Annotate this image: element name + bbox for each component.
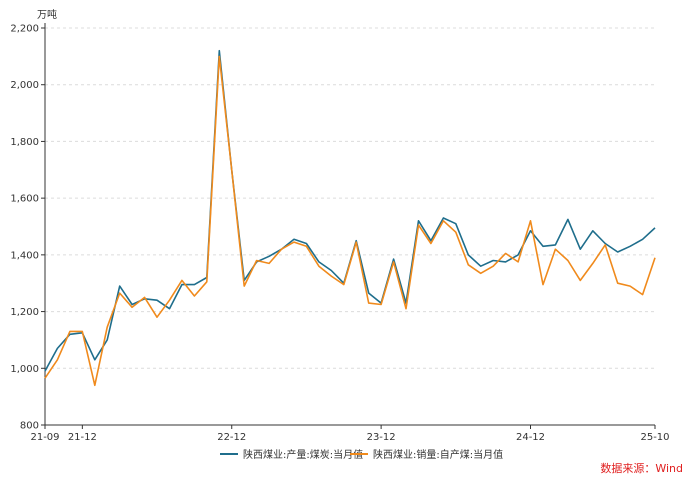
x-tick-label: 22-12 — [217, 432, 246, 443]
x-tick-label: 24-12 — [516, 432, 545, 443]
legend-label-sales: 陕西煤业:销量:自产煤:当月值 — [373, 448, 503, 461]
y-axis: 800 1,000 1,200 1,400 1,600 1,800 2,000 2,200 — [10, 23, 46, 432]
legend-item-production[interactable]: 陕西煤业:产量:煤炭:当月值 — [220, 448, 363, 461]
x-tick-label: 21-09 — [30, 432, 59, 443]
x-tick-label: 23-12 — [367, 432, 396, 443]
series-line-sales — [44, 55, 656, 387]
x-axis: 21-09 21-12 22-12 23-12 24-12 25-10 — [30, 424, 670, 443]
y-axis-unit: 万吨 — [37, 8, 57, 21]
series-layer — [44, 49, 656, 387]
legend: 陕西煤业:产量:煤炭:当月值 陕西煤业:销量:自产煤:当月值 — [220, 448, 503, 461]
y-tick-label: 2,200 — [10, 24, 39, 35]
x-tick-label: 25-10 — [640, 432, 669, 443]
legend-label-production: 陕西煤业:产量:煤炭:当月值 — [243, 448, 363, 461]
y-tick-label: 1,400 — [10, 250, 39, 261]
y-tick-label: 1,200 — [10, 307, 39, 318]
legend-item-sales[interactable]: 陕西煤业:销量:自产煤:当月值 — [350, 448, 503, 461]
y-tick-label: 1,000 — [10, 364, 39, 375]
y-tick-label: 800 — [20, 421, 39, 432]
grid — [45, 27, 655, 369]
x-tick-label: 21-12 — [68, 432, 97, 443]
y-tick-label: 2,000 — [10, 80, 39, 91]
data-source-note: 数据来源：Wind — [600, 461, 683, 475]
y-tick-label: 1,600 — [10, 194, 39, 205]
series-line-production — [44, 49, 656, 372]
y-tick-label: 1,800 — [10, 137, 39, 148]
